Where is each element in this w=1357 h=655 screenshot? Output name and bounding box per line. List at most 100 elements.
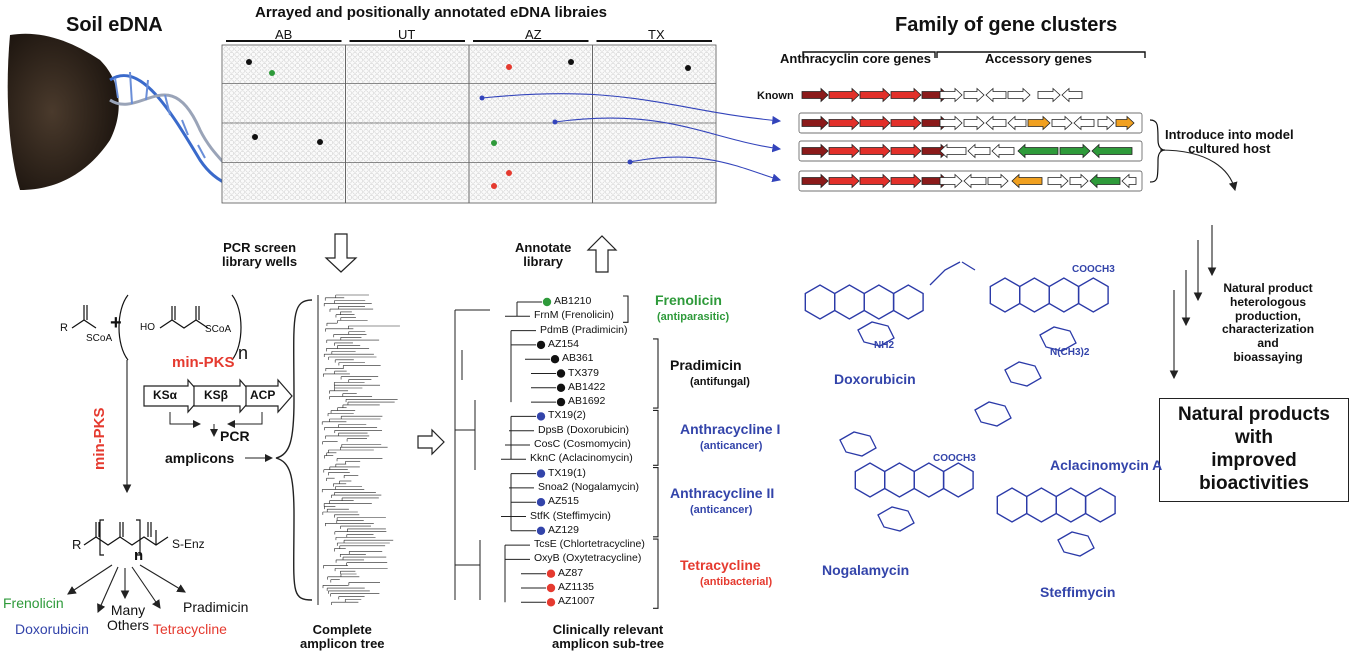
core-gene-arrow — [890, 143, 922, 159]
library-wells — [223, 46, 715, 200]
acp-label: ACP — [250, 388, 276, 402]
accessory-gene-arrow — [991, 143, 1015, 159]
leaf-dot — [536, 412, 546, 421]
subtree-leaf: AZ1135 — [558, 581, 594, 593]
s-enz-label: S-Enz — [172, 537, 205, 551]
nch3-label: N(CH3)2 — [1050, 347, 1090, 358]
accessory-gene-arrow — [1097, 115, 1115, 131]
subtree-leaf: AZ129 — [548, 523, 579, 536]
subtree-leaf: Snoa2 (Nogalamycin) — [538, 480, 639, 493]
subtree-leaf: CosC (Cosmomycin) — [534, 438, 631, 450]
group-bracket — [623, 295, 629, 323]
subtree-leaf: AB1210 — [554, 295, 592, 307]
core-gene-arrow — [801, 143, 829, 159]
core-gene-arrow — [859, 173, 891, 189]
core-gene-arrow — [828, 115, 860, 131]
polyketide-chain — [83, 519, 169, 556]
family-gene-clusters-title: Family of gene clusters — [895, 14, 1118, 36]
core-gene-arrow — [859, 143, 891, 159]
arrayed-libraries-title: Arrayed and positionally annotated eDNA … — [255, 4, 608, 21]
cluster-outline — [798, 112, 1143, 134]
positive-well-dot — [246, 59, 252, 65]
compound-nogalamycin: Nogalamycin — [822, 562, 910, 578]
subtree-leaf: OxyB (Oxytetracycline) — [534, 552, 642, 565]
clinical-subtree — [454, 295, 659, 609]
accessory-genes-label: Accessory genes — [985, 51, 1092, 66]
core-gene-arrow — [828, 173, 860, 189]
compound-aclacinomycin: Aclacinomycin A — [1050, 457, 1163, 473]
core-genes-bracket — [802, 51, 936, 58]
accessory-gene-arrow — [963, 87, 985, 103]
production-arrows — [1169, 225, 1217, 380]
leaf-dot — [550, 355, 560, 364]
product-tetracycline: Tetracycline — [153, 621, 227, 637]
leaf-dot — [536, 526, 546, 535]
leaf-dot — [546, 569, 556, 578]
group-bracket — [653, 538, 659, 609]
library-column-ab: AB — [275, 27, 293, 42]
group-activity: (antibacterial) — [700, 575, 773, 588]
leaf-dot — [556, 397, 566, 407]
nogalamycin-rings — [854, 462, 974, 498]
core-gene-arrow — [859, 115, 891, 131]
accessory-gene-arrow — [1089, 173, 1121, 189]
accessory-gene-arrow — [1007, 87, 1031, 103]
core-gene-arrow — [828, 143, 860, 159]
subtree-leaf: AZ87 — [558, 566, 584, 579]
leaf-dot — [536, 340, 546, 350]
positive-well-dot — [269, 70, 275, 76]
aclacinomycin-sugar-3 — [974, 401, 1012, 427]
accessory-gene-arrow — [1011, 173, 1043, 189]
subtree-label: Clinically relevant amplicon sub-tree — [552, 622, 664, 652]
malonyl-chemistry — [71, 294, 242, 361]
library-column-tx: TX — [648, 27, 665, 42]
product-pradimicin: Pradimicin — [183, 599, 249, 615]
accessory-gene-arrow — [1121, 173, 1137, 189]
complete-tree-label: Complete amplicon tree — [300, 622, 385, 652]
gene-cluster-diagram — [479, 51, 1166, 192]
dna-helix-icon — [109, 71, 230, 187]
acp-domain — [245, 378, 293, 414]
core-gene-arrow — [890, 115, 922, 131]
clone-transfer-arrow — [629, 156, 782, 183]
clone-transfer-arrow — [481, 93, 782, 125]
accessory-gene-arrow — [1069, 173, 1089, 189]
final-products-box: Natural products with improved bioactivi… — [1159, 398, 1349, 502]
accessory-gene-arrow — [985, 115, 1007, 131]
library-column-az: AZ — [525, 27, 542, 42]
library-array — [221, 40, 717, 204]
steffimycin-rings — [996, 487, 1116, 523]
core-genes-label: Anthracyclin core genes — [780, 51, 931, 66]
scoa-label-2: SCoA — [205, 324, 232, 335]
accessory-gene-arrow — [1017, 143, 1059, 159]
subtree-leaf: StfK (Steffimycin) — [530, 509, 611, 522]
group-bracket — [653, 338, 659, 409]
introduce-host-label: Introduce into model cultured host — [1165, 127, 1294, 157]
annotate-up-arrow — [586, 235, 618, 273]
subtree-leaf: TX19(2) — [548, 409, 586, 422]
soil-dna-illustration — [7, 33, 230, 190]
n-subscript: n — [238, 343, 249, 363]
ksa-label: KSα — [153, 388, 178, 402]
core-gene-arrow — [828, 87, 860, 103]
complete-amplicon-tree — [317, 294, 400, 605]
annotate-library-label: Annotate library — [515, 240, 572, 270]
subtree-leaf: TcsE (Chlortetracycline) — [534, 538, 645, 551]
accessory-gene-arrow — [1051, 115, 1073, 131]
subtree-leaf: TX379 — [568, 366, 599, 379]
core-gene-arrow — [859, 87, 891, 103]
min-pks-top-label: min-PKS — [172, 354, 235, 371]
aclacinomycin-sugar-1 — [1039, 326, 1077, 352]
group-name: Frenolicin — [655, 292, 722, 309]
accessory-gene-arrow — [967, 143, 991, 159]
core-gene-arrow — [890, 173, 922, 189]
cooch3-label-2: COOCH3 — [933, 453, 976, 464]
leaf-dot — [546, 598, 556, 607]
aclacinomycin-sugar-2 — [1004, 361, 1042, 387]
scoa-label-1: SCoA — [86, 333, 113, 344]
host-curve-arrow — [1159, 149, 1238, 192]
accessory-gene-arrow — [939, 87, 963, 103]
compound-steffimycin: Steffimycin — [1040, 584, 1116, 600]
nh2-label: NH2 — [874, 340, 895, 351]
